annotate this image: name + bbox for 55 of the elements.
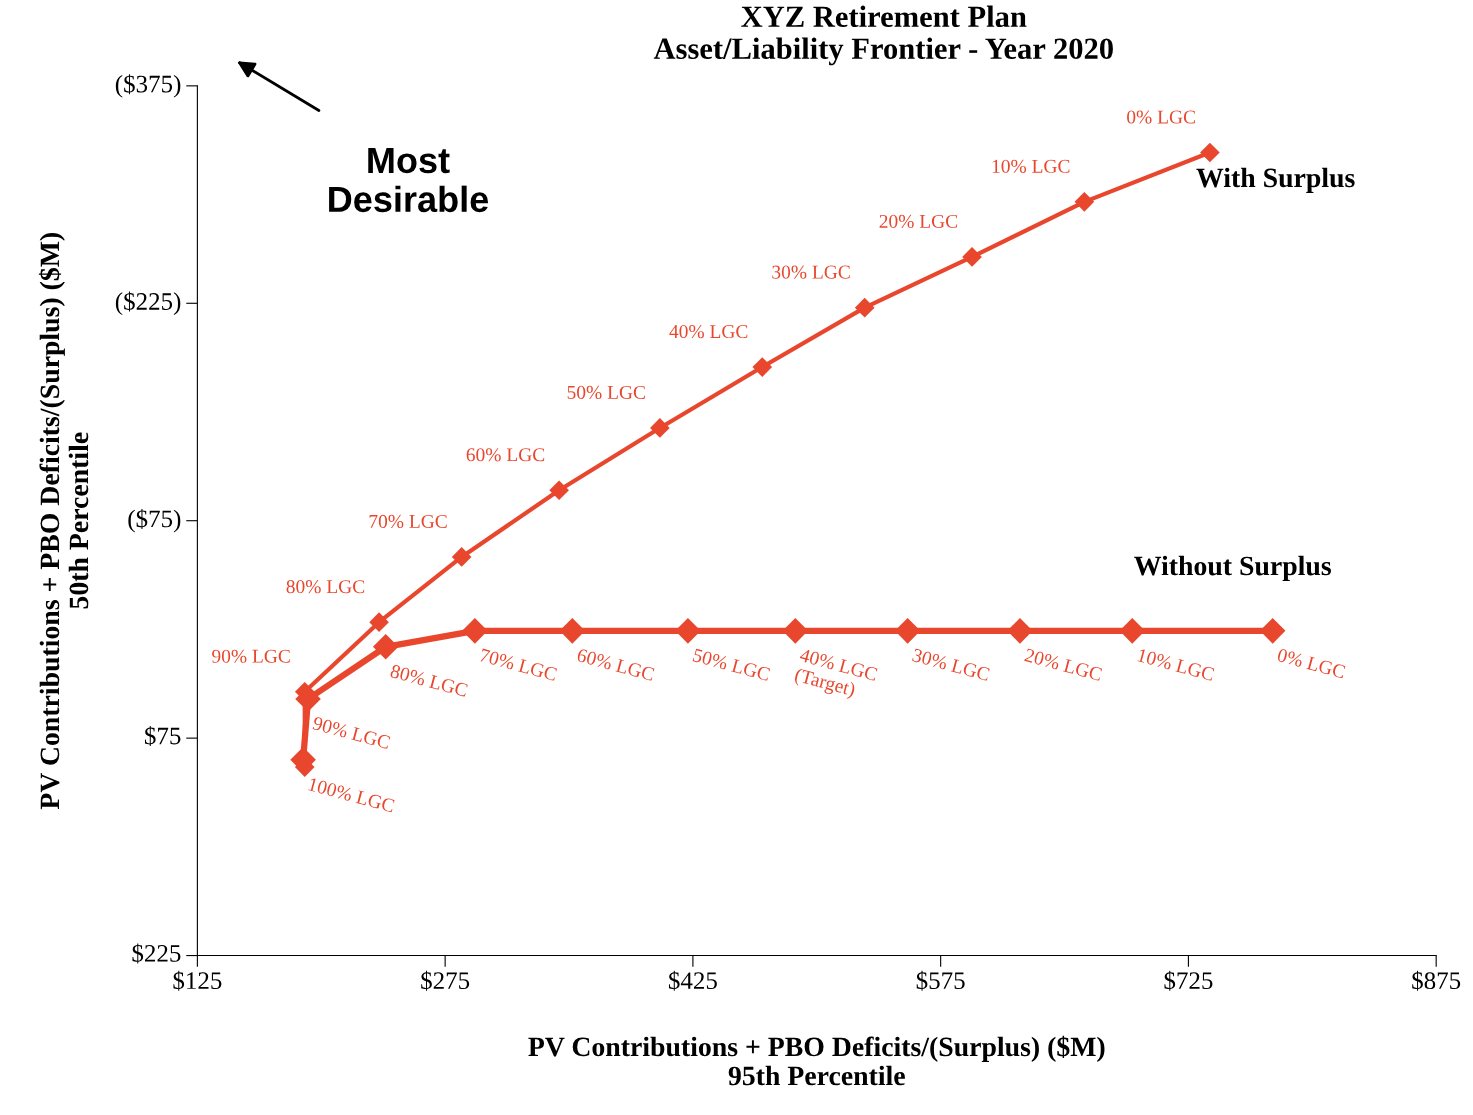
annotation: 100% LGC <box>308 777 395 813</box>
x-tick-label: $875 <box>1412 970 1461 991</box>
annotation: 30% LGC <box>911 648 991 682</box>
point <box>675 618 701 644</box>
series-label: Without Surplus <box>1134 555 1331 581</box>
x-axis-title: PV Contributions + PBO Deficits/(Surplus) ($M) 95th Percentile <box>528 1035 1105 1086</box>
annotation: 10% LGC <box>1137 648 1215 682</box>
y-tick-label: $225 <box>132 943 181 964</box>
annotation: 80% LGC <box>389 664 469 698</box>
point <box>854 297 875 318</box>
point <box>451 547 472 567</box>
annotation: Most Desirable <box>329 148 489 213</box>
annotation: 90% LGC <box>212 649 290 663</box>
annotation: 20% LGC <box>879 214 958 229</box>
x-tick-label: $425 <box>668 970 717 991</box>
annotation: 50% LGC <box>567 385 645 400</box>
chart-title: XYZ Retirement Plan Asset/Liability Frontier - Year 2020 <box>653 5 1113 66</box>
x-tick-label: $725 <box>1164 970 1213 991</box>
annotation: 70% LGC <box>369 514 447 529</box>
annotation: 40% LGC <box>669 324 748 339</box>
point <box>752 357 773 377</box>
y-tick-label: ($225) <box>115 291 181 315</box>
point <box>1200 142 1220 163</box>
point <box>962 247 982 267</box>
point <box>1074 191 1095 212</box>
annotation: 60% LGC <box>576 648 655 682</box>
annotation: 70% LGC <box>479 648 558 682</box>
x-tick-label: $575 <box>916 970 965 991</box>
point <box>369 612 389 632</box>
y-tick-label: $75 <box>144 726 181 747</box>
y-tick-label: ($75) <box>128 508 181 533</box>
point <box>559 618 586 644</box>
annotation: 40% LGC (Target) <box>793 648 878 701</box>
point <box>549 480 569 501</box>
point <box>650 418 670 438</box>
series-label: With Surplus <box>1196 167 1355 193</box>
point <box>372 634 399 660</box>
annotation: 20% LGC <box>1024 648 1103 682</box>
point <box>1259 618 1286 644</box>
annotation: 0% LGC <box>1276 648 1346 679</box>
annotation: 60% LGC <box>466 448 545 462</box>
point <box>462 618 488 644</box>
x-tick-label: $275 <box>421 970 470 991</box>
y-tick-label: ($375) <box>115 74 181 98</box>
annotation: 10% LGC <box>992 159 1070 173</box>
point <box>782 618 809 644</box>
point <box>894 618 921 644</box>
x-tick-label: $125 <box>173 970 222 991</box>
annotation: 0% LGC <box>1127 110 1195 124</box>
annotation: 80% LGC <box>286 580 365 594</box>
annotation: 50% LGC <box>692 648 771 682</box>
y-axis-title: PV Contributions + PBO Deficits/(Surplus) ($M) 50th Percentile <box>38 233 89 810</box>
annotation: 30% LGC <box>772 265 850 279</box>
point <box>1007 618 1033 644</box>
annotation: 90% LGC <box>312 716 391 750</box>
